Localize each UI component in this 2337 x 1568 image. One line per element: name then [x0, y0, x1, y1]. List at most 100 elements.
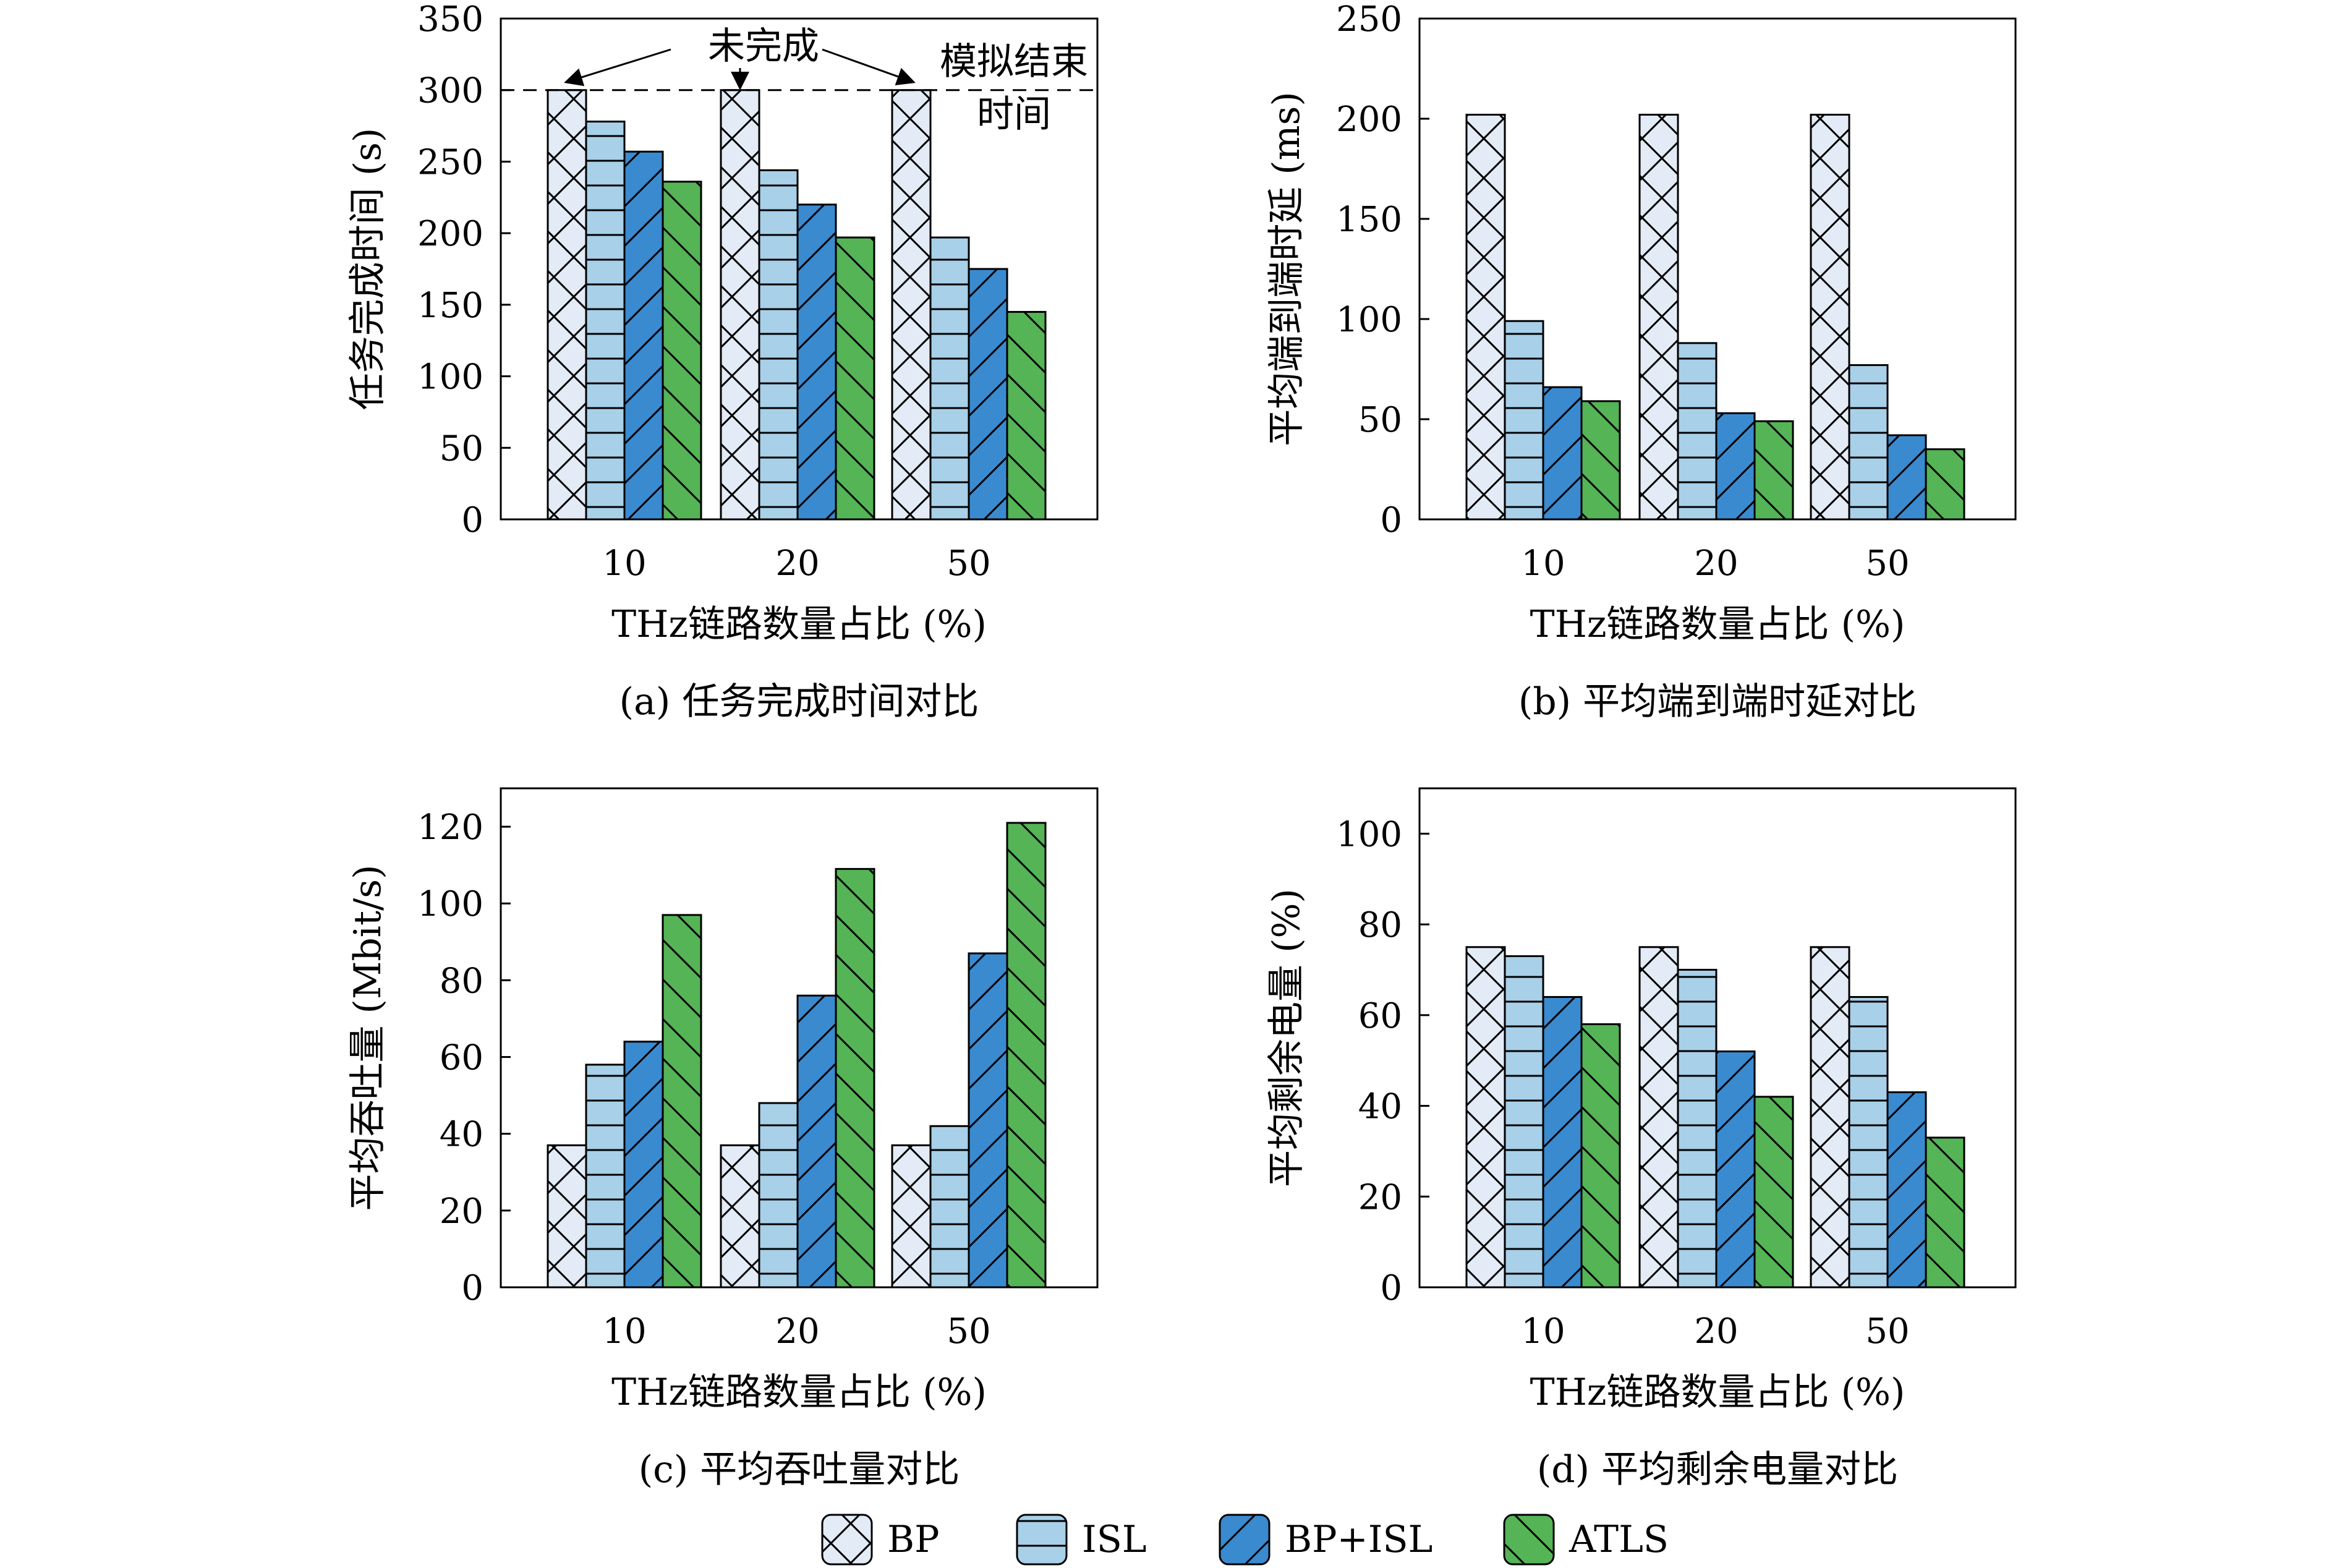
x-axis-label: THz链路数量占比 (%)	[611, 603, 987, 646]
bar-atls	[1580, 1023, 1621, 1289]
x-tick-label: 50	[947, 1311, 990, 1352]
x-tick-label: 10	[602, 543, 646, 584]
bar-bp	[1810, 946, 1850, 1289]
bar-isl	[929, 236, 970, 521]
legend-swatch	[1016, 1514, 1068, 1566]
y-tick-label: 120	[417, 807, 483, 848]
legend-item-bp: BP	[821, 1514, 939, 1566]
panel-caption: (c) 平均吞吐量对比	[639, 1448, 960, 1491]
bar-bp-plus-isl	[796, 994, 837, 1289]
y-tick-label: 150	[417, 286, 483, 326]
y-tick-label: 100	[1336, 300, 1402, 340]
x-axis-label: THz链路数量占比 (%)	[1530, 1371, 1905, 1414]
y-tick-label: 100	[417, 884, 483, 924]
y-tick-label: 250	[417, 142, 483, 182]
y-tick-label: 80	[1358, 905, 1402, 945]
bar-atls	[835, 867, 875, 1289]
y-tick-label: 20	[440, 1191, 483, 1232]
y-tick-label: 200	[417, 214, 483, 254]
bar-bp-plus-isl	[968, 268, 1008, 521]
bar-bp-plus-isl	[1886, 1091, 1927, 1289]
panel-a-task-completion-time: 0 50 100 150 200 250 300 350 10 20 50 THz链路数量占比 (%)…	[346, 0, 1099, 723]
bar-atls	[1006, 822, 1047, 1289]
panel-d-remaining-energy: 0 20 40 60 80 100 10 20 50 THz链路数量占比 (%) 平均剩余电量 (%…	[1265, 787, 2017, 1491]
bar-bp-plus-isl	[796, 203, 837, 521]
bar-atls	[1753, 420, 1794, 521]
bar-bp	[1465, 114, 1506, 521]
legend-label: BP+ISL	[1285, 1518, 1432, 1561]
bar-bp	[1638, 114, 1679, 521]
bar-isl	[758, 1102, 799, 1289]
bar-isl	[929, 1125, 970, 1289]
bar-bp	[547, 1144, 587, 1289]
bar-atls	[1753, 1096, 1794, 1289]
x-tick-label: 10	[1521, 543, 1565, 584]
x-tick-label: 10	[602, 1311, 646, 1352]
legend-item-atls: ATLS	[1503, 1514, 1669, 1566]
bar-atls	[1580, 400, 1621, 521]
y-axis-label: 平均端到端时延 (ms)	[1265, 92, 1308, 446]
y-tick-label: 150	[1336, 200, 1402, 240]
bar-atls	[835, 236, 875, 521]
legend-swatch	[1503, 1514, 1555, 1566]
x-tick-label: 50	[1865, 543, 1909, 584]
legend-item-isl: ISL	[1016, 1514, 1147, 1566]
legend-item-bp-plus-isl: BP+ISL	[1219, 1514, 1432, 1566]
bar-bp	[1638, 946, 1679, 1289]
x-axis-label: THz链路数量占比 (%)	[611, 1371, 987, 1414]
simulation-end-label-line1: 模拟结束	[940, 40, 1088, 83]
x-tick-label: 20	[1694, 543, 1738, 584]
y-tick-label: 200	[1336, 100, 1402, 140]
bar-bp-plus-isl	[623, 150, 664, 521]
y-tick-label: 60	[1358, 996, 1402, 1036]
y-tick-label: 350	[417, 0, 483, 40]
bar-bp	[1810, 114, 1850, 521]
bar-atls	[1925, 1136, 1965, 1289]
bar-isl	[758, 169, 799, 521]
bar-isl	[1677, 342, 1718, 521]
bar-atls	[662, 181, 702, 521]
bar-bp-plus-isl	[1715, 412, 1756, 521]
bar-bp	[720, 1144, 760, 1289]
bar-atls	[1925, 448, 1965, 521]
bar-isl	[1848, 995, 1889, 1289]
y-axis-label: 平均吞吐量 (Mbit/s)	[346, 864, 390, 1211]
x-tick-label: 20	[1694, 1311, 1738, 1352]
unfinished-arrow-right	[822, 48, 916, 86]
y-axis-label: 平均剩余电量 (%)	[1265, 888, 1308, 1187]
y-tick-label: 300	[417, 71, 483, 111]
bar-bp-plus-isl	[623, 1041, 664, 1289]
y-tick-label: 20	[1358, 1177, 1402, 1217]
y-tick-label: 40	[1358, 1087, 1402, 1127]
x-tick-label: 50	[947, 543, 990, 584]
y-tick-label: 250	[1336, 0, 1402, 40]
unfinished-annotation: 未完成 模拟结束 时间	[564, 25, 1088, 136]
y-tick-label: 100	[1336, 814, 1402, 854]
bar-bp	[891, 1144, 932, 1289]
legend: BP ISL BP+ISL ATLS	[821, 1514, 1669, 1566]
bar-isl	[585, 121, 626, 521]
bar-bp-plus-isl	[1542, 995, 1583, 1289]
bar-atls	[1006, 310, 1047, 521]
bar-bp-plus-isl	[1886, 434, 1927, 521]
y-tick-label: 50	[440, 428, 483, 469]
legend-swatch	[1219, 1514, 1271, 1566]
unfinished-label: 未完成	[708, 25, 819, 68]
bar-bp	[1465, 946, 1506, 1289]
y-axis-label: 任务完成时间 (s)	[346, 128, 390, 411]
y-tick-label: 0	[1380, 500, 1402, 540]
bar-bp	[547, 89, 587, 521]
legend-label: BP	[887, 1518, 939, 1561]
panel-caption: (a) 任务完成时间对比	[619, 680, 979, 723]
bar-bp-plus-isl	[968, 952, 1008, 1289]
bar-bp-plus-isl	[1715, 1050, 1756, 1289]
x-axis-label: THz链路数量占比 (%)	[1530, 603, 1905, 646]
y-tick-label: 0	[461, 500, 483, 540]
legend-label: ATLS	[1569, 1518, 1669, 1561]
bar-isl	[1504, 955, 1544, 1289]
bar-isl	[1504, 320, 1544, 521]
y-tick-label: 50	[1358, 400, 1402, 440]
bar-bp-plus-isl	[1542, 386, 1583, 521]
y-tick-label: 40	[440, 1115, 483, 1155]
